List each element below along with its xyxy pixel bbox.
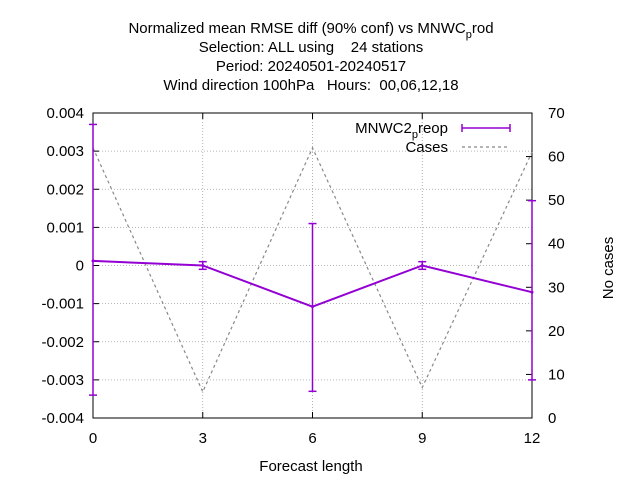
legend-label-main-part-a: MNWC2	[355, 120, 412, 137]
mnwc2-preop-point	[91, 259, 95, 263]
mnwc2-preop-point	[311, 305, 314, 309]
title-line-4: Wind direction 100hPa Hours: 00,06,12,18	[163, 77, 458, 94]
y2-tick-label: 70	[548, 105, 565, 122]
title-line-1: Normalized mean RMSE diff (90% conf) vs …	[128, 20, 493, 41]
y2-axis-label: No cases	[600, 237, 617, 300]
x-tick-label: 6	[308, 430, 316, 447]
mnwc2-preop-point	[530, 290, 534, 294]
y-axis-ticks: -0.004 -0.003 -0.002 -0.001 0 0.001 0.002 0.003…	[41, 105, 99, 427]
y-tick-label: 0	[76, 258, 84, 275]
legend-label-main: MNWC2preop	[355, 120, 448, 141]
x-axis-label: Forecast length	[259, 458, 362, 475]
x-tick-label: 3	[199, 430, 207, 447]
legend: MNWC2preop Cases	[355, 120, 511, 156]
series-mnwc2-preop	[89, 123, 536, 396]
y2-tick-label: 60	[548, 149, 565, 166]
x-tick-label: 12	[524, 430, 541, 447]
y2-tick-label: 40	[548, 236, 565, 253]
y-tick-label: 0.004	[46, 105, 84, 122]
y-tick-label: -0.001	[41, 296, 84, 313]
y2-tick-label: 50	[548, 192, 565, 209]
y-tick-label: 0.001	[46, 219, 84, 236]
y-tick-label: -0.004	[41, 410, 84, 427]
x-axis-ticks: 0 3 6 9 12	[89, 113, 541, 447]
y-tick-label: 0.003	[46, 143, 84, 160]
chart-title: Normalized mean RMSE diff (90% conf) vs …	[128, 20, 493, 94]
legend-swatch-main	[461, 124, 511, 132]
legend-label-cases: Cases	[405, 139, 448, 156]
mnwc2-preop-point	[420, 264, 424, 267]
legend-label-main-subscript: p	[412, 129, 418, 141]
y-tick-label: -0.003	[41, 372, 84, 389]
y-tick-label: 0.002	[46, 181, 84, 198]
title-line-2: Selection: ALL using 24 stations	[199, 39, 424, 56]
title-line-1-part-c: rod	[472, 20, 494, 37]
y-tick-label: -0.002	[41, 334, 84, 351]
legend-label-main-part-c: reop	[418, 120, 448, 137]
mnwc2-preop-point	[201, 264, 205, 267]
x-tick-label: 9	[418, 430, 426, 447]
x-tick-label: 0	[89, 430, 97, 447]
y2-tick-label: 10	[548, 366, 565, 383]
title-line-3: Period: 20240501-20240517	[216, 58, 406, 75]
y2-tick-label: 20	[548, 323, 565, 340]
y2-axis-ticks: 0 10 20 30 40 50 60 70	[526, 105, 565, 427]
y2-tick-label: 0	[548, 410, 556, 427]
y2-tick-label: 30	[548, 279, 565, 296]
title-line-1-subscript: p	[466, 29, 472, 41]
title-line-1-part-a: Normalized mean RMSE diff (90% conf) vs …	[128, 20, 465, 37]
